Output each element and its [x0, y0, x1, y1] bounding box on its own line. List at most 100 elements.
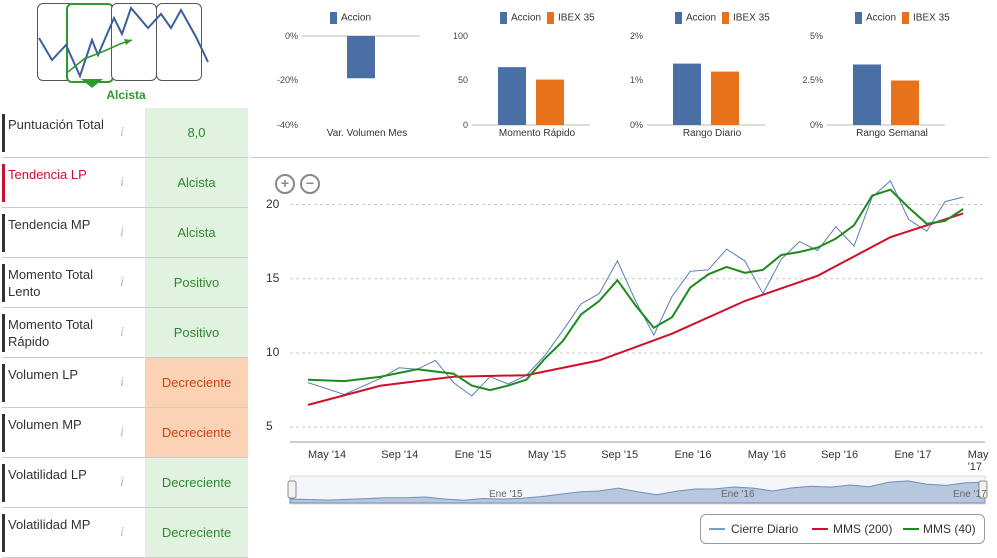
x-tick-label: Sep '14 — [381, 449, 419, 461]
x-tick-label: Sep '15 — [601, 449, 639, 461]
series-line-mms40[interactable] — [307, 188, 964, 392]
navigator-handle-left[interactable] — [287, 480, 297, 499]
mini-bar-accion[interactable] — [347, 36, 375, 79]
mini-tick-label: 2.5% — [802, 75, 823, 85]
mini-caption: Rango Semanal — [856, 128, 928, 139]
mini-tick-label: 0 — [462, 120, 468, 130]
zoom-in-icon[interactable]: + — [275, 174, 295, 194]
score-row: Volatilidad LP i Decreciente — [2, 458, 248, 508]
score-row: Volumen MP i Decreciente — [2, 408, 248, 458]
row-label: Puntuación Total — [8, 117, 104, 132]
legend-mms200-label[interactable]: MMS (200) — [833, 522, 893, 536]
mini-legend-label[interactable]: Accion — [866, 12, 897, 24]
score-row: Momento Total Lento i Positivo — [2, 258, 248, 308]
score-row: Tendencia MP i Alcista — [2, 208, 248, 258]
y-tick-label: 5 — [266, 419, 273, 434]
legend-cierre-label[interactable]: Cierre Diario — [731, 522, 799, 536]
row-marker — [2, 264, 5, 302]
navigator-area — [289, 480, 986, 504]
row-marker — [2, 164, 5, 202]
mini-bars — [302, 35, 420, 79]
mini-legend-label[interactable]: Accion — [511, 12, 542, 24]
y-tick-label: 10 — [266, 344, 280, 359]
y-tick-label: 20 — [266, 196, 280, 211]
x-tick-label: Ene '16 — [674, 449, 712, 461]
info-icon[interactable]: i — [120, 125, 124, 140]
legend-cierre-swatch — [709, 528, 725, 530]
mini-caption: Momento Rápido — [498, 128, 576, 139]
series-line-mms200[interactable] — [307, 212, 964, 406]
info-icon[interactable]: i — [120, 225, 124, 240]
navigator-handle-right[interactable] — [978, 480, 988, 499]
series-line-cierre[interactable] — [307, 179, 964, 397]
mini-bar-accion[interactable] — [498, 67, 526, 125]
mini-legend-label[interactable]: IBEX 35 — [913, 12, 950, 24]
mini-legend-label[interactable]: IBEX 35 — [558, 12, 595, 24]
info-icon[interactable]: i — [120, 475, 124, 490]
mini-bar-ibex[interactable] — [711, 71, 739, 125]
info-icon[interactable]: i — [120, 525, 124, 540]
y-tick-label: 15 — [266, 270, 280, 285]
legend-mms200-swatch — [812, 528, 828, 530]
info-icon[interactable]: i — [120, 375, 124, 390]
divider — [250, 157, 990, 158]
score-row: Tendencia LP i Alcista — [2, 158, 248, 208]
mini-tick-label: 50 — [457, 75, 468, 85]
mini-legend-swatch — [902, 12, 910, 24]
zoom-out-icon[interactable]: − — [300, 174, 320, 194]
mini-bar-ibex[interactable] — [536, 79, 564, 125]
mini-legend: Accion IBEX 35 — [855, 12, 950, 24]
trend-sparkline-icon — [38, 6, 209, 88]
mini-legend-label[interactable]: Accion — [341, 12, 372, 24]
info-icon[interactable]: i — [120, 325, 124, 340]
info-icon[interactable]: i — [120, 175, 124, 190]
chart-legend: Cierre Diario MMS (200) MMS (40) — [700, 514, 985, 544]
row-label: Volatilidad LP — [8, 467, 87, 482]
mini-legend: Accion — [330, 12, 371, 24]
legend-mms40-swatch — [903, 528, 919, 530]
mini-tick-label: 2% — [629, 31, 643, 41]
row-marker — [2, 114, 5, 152]
mini-bar-accion[interactable] — [853, 64, 881, 125]
trend-option-bajista[interactable] — [156, 3, 202, 81]
mini-tick-label: 0% — [284, 31, 298, 41]
info-icon[interactable]: i — [120, 425, 124, 440]
row-value: Alcista — [145, 208, 248, 257]
mini-legend-swatch — [500, 12, 507, 24]
legend-mms40-label[interactable]: MMS (40) — [923, 522, 976, 536]
score-row: Puntuación Total i 8,0 — [2, 108, 248, 158]
mini-bar-accion[interactable] — [673, 63, 701, 125]
score-row: Volumen LP i Decreciente — [2, 358, 248, 408]
mini-tick-label: 100 — [452, 31, 468, 41]
x-tick-label: May '15 — [527, 449, 567, 461]
mini-legend-swatch — [722, 12, 730, 24]
trend-label: Alcista — [106, 88, 146, 102]
mini-legend-swatch — [330, 12, 337, 24]
mini-legend: Accion IBEX 35 — [500, 12, 595, 24]
mini-caption: Var. Volumen Mes — [326, 128, 408, 139]
row-marker — [2, 514, 5, 552]
row-value: Decreciente — [145, 408, 248, 457]
row-label: Volumen LP — [8, 367, 79, 382]
x-tick-label: Ene '15 — [454, 449, 492, 461]
info-icon[interactable]: i — [120, 275, 124, 290]
mini-bars — [647, 63, 765, 126]
row-value: 8,0 — [145, 108, 248, 157]
row-marker — [2, 464, 5, 502]
mini-legend-swatch — [675, 12, 682, 24]
mini-tick-label: 5% — [809, 31, 823, 41]
x-tick-label: May '17 — [967, 449, 989, 473]
mini-legend-label[interactable]: Accion — [686, 12, 717, 24]
mini-legend-label[interactable]: IBEX 35 — [733, 12, 770, 24]
mini-tick-label: 1% — [629, 75, 643, 85]
row-value: Decreciente — [145, 358, 248, 407]
row-label: Momento Total Rápido — [8, 317, 94, 349]
row-marker — [2, 364, 5, 402]
mini-tick-label: 0% — [629, 120, 643, 130]
mini-bars — [827, 64, 945, 126]
mini-bar-ibex[interactable] — [891, 80, 919, 126]
mini-tick-label: 0% — [809, 120, 823, 130]
trend-option-volatil[interactable] — [111, 3, 157, 81]
row-marker — [2, 314, 5, 352]
